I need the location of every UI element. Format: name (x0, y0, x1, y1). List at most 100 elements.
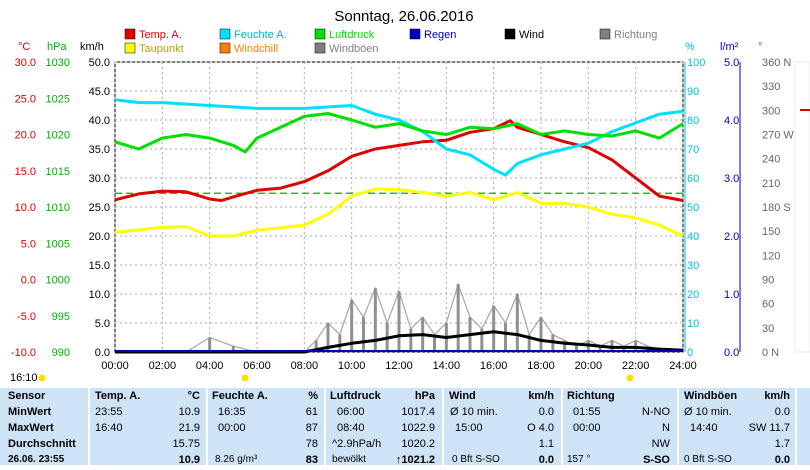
direction-tick: 300 (762, 105, 780, 117)
x-tick-label: 06:00 (243, 360, 271, 372)
plot-area (114, 98, 684, 354)
x-tick-label: 20:00 (575, 360, 603, 372)
direction-value: S-SO (643, 454, 670, 466)
wind-tick: 25.0 (89, 202, 110, 214)
legend-label: Taupunkt (139, 43, 184, 55)
wind-value: 0.0 (538, 454, 554, 466)
temp-tick: 10.0 (15, 202, 36, 214)
series-line (115, 330, 684, 354)
wind-bft: 0 Bft S-SO (452, 454, 500, 465)
header-wind-unit: km/h (528, 390, 554, 402)
gust-time: 14:40 (690, 422, 718, 434)
pressure-tick: 1030 (46, 57, 70, 69)
x-tick-label: 14:00 (433, 360, 461, 372)
temp-time: 16:40 (95, 422, 123, 434)
direction-value: N (662, 422, 670, 434)
legend-label: Feuchte A. (234, 29, 287, 41)
header-gust-unit: km/h (764, 390, 790, 402)
humidity-tick: 70 (687, 144, 699, 156)
gust-value: 0.0 (774, 454, 790, 466)
pressure-value: ↑1021.2 (395, 454, 435, 466)
wind-tick: 15.0 (89, 260, 110, 272)
rain-tick: 2.0 (724, 231, 739, 243)
header-pressure-unit: hPa (414, 390, 435, 402)
table-row: MinWert 23:55 10.9 16:35 61 06:00 1017.4… (0, 406, 810, 422)
direction-tick: 270 W (762, 130, 794, 142)
wind-unit: km/h (80, 41, 104, 53)
direction-tick: 150 (762, 226, 780, 238)
rain-unit: l/m² (720, 41, 739, 53)
wind-value: O 4.0 (527, 422, 554, 434)
humidity-tick: 20 (687, 289, 699, 301)
pressure-time: 08:40 (337, 422, 365, 434)
wind-tick: 5.0 (95, 318, 110, 330)
temp-tick: -5.0 (17, 311, 36, 323)
direction-tick: 330 (762, 81, 780, 93)
header-sensor: Sensor (8, 390, 46, 402)
x-tick-label: 04:00 (196, 360, 224, 372)
legend-label: Richtung (614, 29, 657, 41)
extras: 16:10 (10, 61, 810, 384)
axes: 30.025.020.015.010.05.00.0-5.0-10.010301… (11, 57, 794, 372)
x-tick-label: 24:00 (669, 360, 697, 372)
pressure-tick: 1005 (46, 238, 70, 250)
wind-tick: 35.0 (89, 144, 110, 156)
legend-swatch (599, 28, 611, 40)
chart-title: Sonntag, 26.06.2016 (334, 8, 473, 25)
series-line (114, 187, 684, 238)
temp-tick: 25.0 (15, 93, 36, 105)
sunset-marker (626, 374, 634, 382)
legend-swatch (219, 42, 231, 54)
header-temp-unit: °C (187, 390, 200, 402)
x-tick-label: 10:00 (338, 360, 366, 372)
wind-tick: 10.0 (89, 289, 110, 301)
temp-value: 10.9 (178, 406, 200, 418)
humidity-value: 83 (305, 454, 318, 466)
table-row: MaxWert 16:40 21.9 00:00 87 08:40 1022.9… (0, 422, 810, 438)
header-gust: Windböen (684, 390, 738, 402)
humidity-time: 16:35 (218, 406, 246, 418)
weather-text: bewölkt (332, 454, 366, 465)
series-line (114, 98, 684, 177)
rain-tick: 3.0 (724, 173, 739, 185)
humidity-tick: 80 (687, 115, 699, 127)
rain-tick: 4.0 (724, 115, 739, 127)
series-wind (115, 330, 684, 354)
humidity-value: 61 (305, 406, 318, 418)
series-line (114, 112, 684, 154)
direction-tick: 90 (762, 275, 774, 287)
x-tick-label: 08:00 (291, 360, 319, 372)
pressure-unit: hPa (47, 41, 67, 53)
header-humidity: Feuchte A. (212, 390, 268, 402)
temp-tick: 30.0 (15, 57, 36, 69)
legend-swatch (409, 28, 421, 40)
legend-label: Luftdruck (329, 29, 375, 41)
row-label: MaxWert (8, 422, 54, 434)
x-tick-label: 00:00 (101, 360, 129, 372)
x-tick-label: 22:00 (622, 360, 650, 372)
row-label: 26.06. 23:55 (8, 454, 65, 465)
pressure-tick: 1000 (46, 275, 70, 287)
humidity-tick: 90 (687, 86, 699, 98)
wind-value: 0.0 (538, 406, 554, 418)
humidity-tick: 0 (687, 347, 693, 359)
legend-swatch (314, 28, 326, 40)
pressure-tick: 990 (52, 347, 70, 359)
side-strip (794, 61, 810, 353)
direction-time: 01:55 (573, 406, 601, 418)
temp-unit: °C (18, 41, 30, 53)
time-stamp: 16:10 (10, 372, 38, 384)
direction-tick: 360 N (762, 57, 791, 69)
direction-tick: 240 (762, 154, 780, 166)
pressure-value: 1017.4 (401, 406, 435, 418)
header-wind: Wind (449, 390, 476, 402)
direction-tick: 180 S (762, 202, 791, 214)
header-humidity-unit: % (308, 390, 318, 402)
x-tick-label: 16:00 (480, 360, 508, 372)
direction-tick: 0 N (762, 347, 779, 359)
statistics-panel: Sensor Temp. A. °C Feuchte A. % Luftdruc… (0, 388, 810, 466)
direction-tick: 210 (762, 178, 780, 190)
sun-marker (241, 374, 249, 382)
humidity-time: 00:00 (218, 422, 246, 434)
humidity-tick: 10 (687, 318, 699, 330)
